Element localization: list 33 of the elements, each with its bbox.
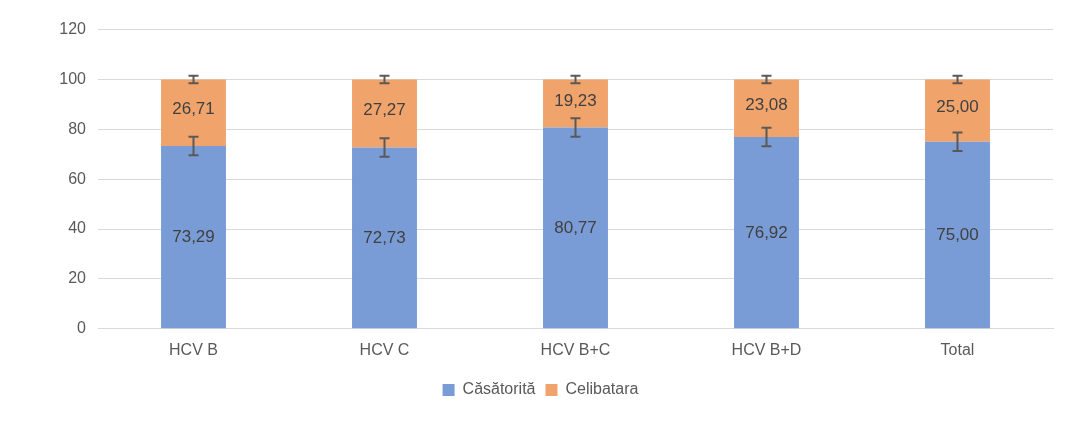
data-label: 26,71 <box>172 99 215 119</box>
bar <box>543 127 608 329</box>
y-tick-label: 120 <box>59 20 87 38</box>
data-label: 73,29 <box>172 227 215 247</box>
y-tick-label: 100 <box>59 69 87 87</box>
x-tick-label: HCV B+D <box>731 340 802 358</box>
y-tick-label: 80 <box>68 119 87 137</box>
bar <box>352 79 417 148</box>
x-tick-label: HCV B+C <box>540 340 611 358</box>
x-tick-label: Total <box>940 340 975 358</box>
bar <box>161 146 226 329</box>
y-tick-label: 60 <box>68 169 87 187</box>
data-label: 27,27 <box>363 99 406 119</box>
data-label: 23,08 <box>745 95 788 115</box>
bar <box>734 137 799 329</box>
data-label: 80,77 <box>554 217 597 237</box>
y-tick-label: 20 <box>68 269 87 287</box>
y-tick-label: 0 <box>77 319 87 337</box>
legend-label: Celibatara <box>565 380 639 398</box>
bar <box>925 79 990 142</box>
data-label: 25,00 <box>936 97 979 117</box>
bar <box>161 79 226 147</box>
x-tick-label: HCV B <box>169 340 218 358</box>
data-label: 76,92 <box>745 222 788 242</box>
data-label: 19,23 <box>554 90 597 110</box>
bar <box>925 141 990 329</box>
x-tick-label: HCV C <box>359 340 410 358</box>
data-label: 72,73 <box>363 227 406 247</box>
data-label: 75,00 <box>936 224 979 244</box>
bar <box>352 147 417 329</box>
y-tick-label: 40 <box>68 219 87 237</box>
legend-label: Căsătorită <box>462 380 536 398</box>
bar <box>734 79 799 138</box>
